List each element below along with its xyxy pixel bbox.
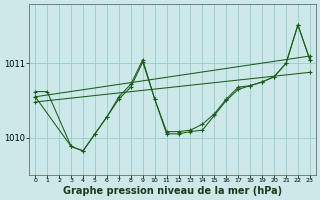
X-axis label: Graphe pression niveau de la mer (hPa): Graphe pression niveau de la mer (hPa) bbox=[63, 186, 282, 196]
